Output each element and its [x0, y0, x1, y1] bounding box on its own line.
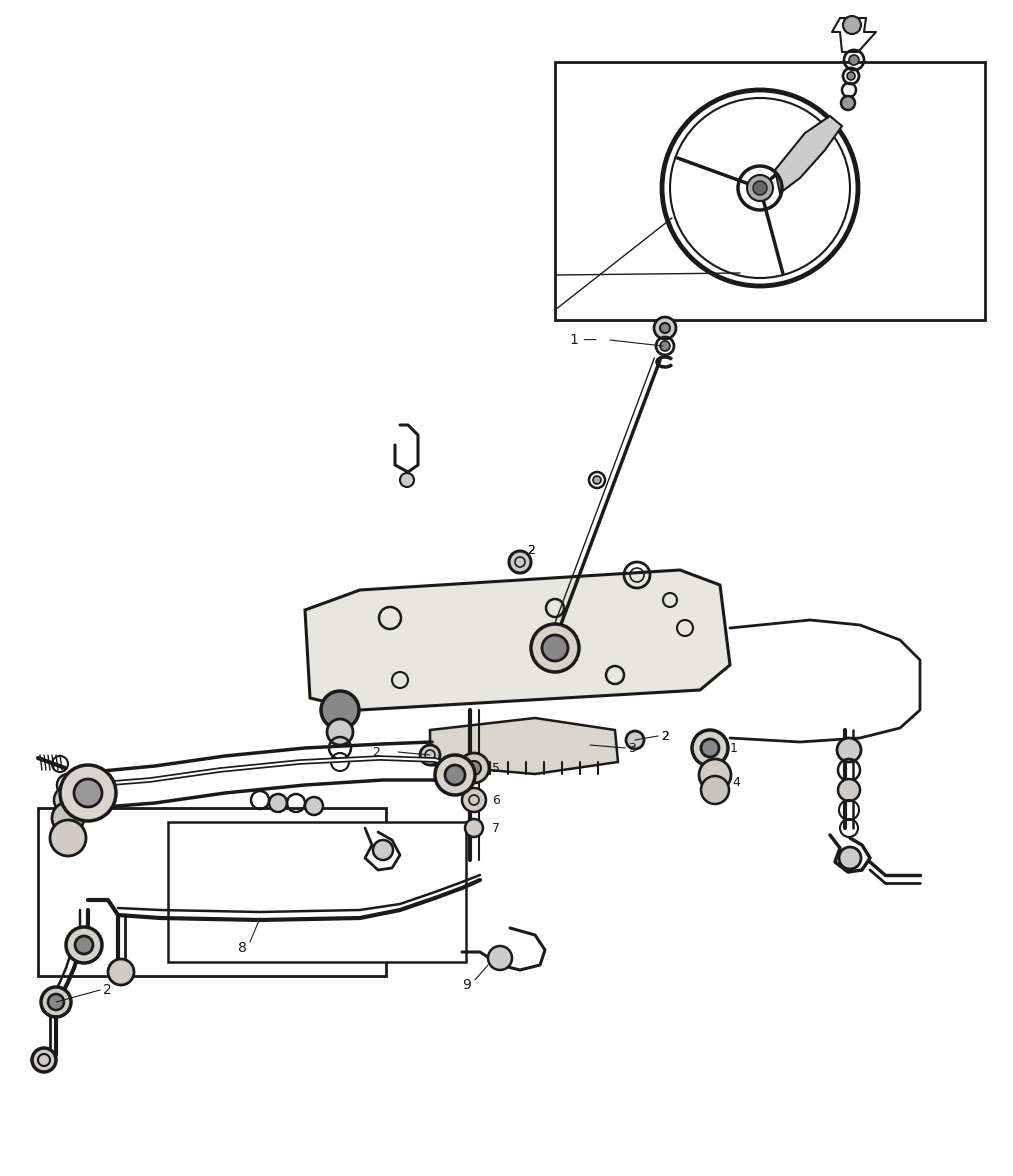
- Bar: [555, 62, 985, 320]
- Circle shape: [269, 794, 287, 811]
- Circle shape: [420, 746, 440, 766]
- Text: 9: 9: [462, 978, 471, 993]
- Circle shape: [66, 927, 102, 963]
- Circle shape: [48, 994, 64, 1010]
- Circle shape: [841, 96, 855, 111]
- Circle shape: [509, 552, 531, 573]
- Circle shape: [847, 72, 855, 80]
- Circle shape: [52, 802, 84, 834]
- Circle shape: [531, 624, 579, 671]
- Circle shape: [400, 473, 414, 487]
- Text: 1: 1: [730, 742, 737, 755]
- Circle shape: [753, 181, 767, 195]
- Circle shape: [488, 946, 512, 970]
- Text: 1 —: 1 —: [570, 333, 597, 347]
- Circle shape: [747, 175, 773, 201]
- Circle shape: [839, 847, 861, 869]
- Text: 3: 3: [628, 742, 636, 755]
- Circle shape: [542, 635, 568, 661]
- Circle shape: [373, 840, 393, 860]
- Circle shape: [660, 323, 670, 333]
- Circle shape: [445, 766, 465, 786]
- Circle shape: [692, 730, 728, 766]
- Circle shape: [593, 476, 601, 485]
- Text: 5: 5: [492, 762, 500, 775]
- Text: 8: 8: [238, 941, 247, 955]
- Polygon shape: [775, 116, 842, 193]
- Circle shape: [465, 818, 483, 837]
- Text: 2: 2: [527, 543, 535, 556]
- Circle shape: [74, 779, 102, 807]
- Bar: [168, 822, 466, 962]
- Polygon shape: [305, 570, 730, 710]
- Circle shape: [660, 341, 670, 350]
- Circle shape: [626, 731, 644, 749]
- Circle shape: [701, 776, 729, 804]
- Text: 6: 6: [492, 794, 499, 807]
- Circle shape: [50, 820, 86, 856]
- Circle shape: [60, 766, 116, 821]
- Text: 2: 2: [661, 729, 669, 742]
- Circle shape: [108, 958, 134, 985]
- Circle shape: [849, 55, 859, 65]
- Text: 2: 2: [527, 543, 535, 556]
- Circle shape: [467, 761, 481, 775]
- Circle shape: [321, 691, 359, 729]
- Circle shape: [32, 1048, 56, 1073]
- Circle shape: [654, 318, 676, 339]
- Text: 2: 2: [372, 746, 380, 759]
- Circle shape: [54, 786, 82, 814]
- Circle shape: [837, 739, 861, 762]
- Circle shape: [699, 759, 731, 791]
- Text: 2: 2: [103, 983, 111, 997]
- Circle shape: [459, 753, 489, 783]
- Text: 7: 7: [492, 822, 500, 835]
- Bar: [38, 808, 386, 976]
- Circle shape: [843, 16, 861, 34]
- Circle shape: [327, 719, 353, 746]
- Circle shape: [462, 788, 486, 811]
- Text: 4: 4: [732, 775, 739, 788]
- Circle shape: [435, 755, 475, 795]
- Circle shape: [305, 797, 323, 815]
- Circle shape: [75, 936, 93, 954]
- Circle shape: [838, 779, 860, 801]
- Text: 2: 2: [661, 729, 669, 742]
- Circle shape: [41, 987, 71, 1017]
- Circle shape: [701, 739, 719, 757]
- Polygon shape: [430, 719, 618, 774]
